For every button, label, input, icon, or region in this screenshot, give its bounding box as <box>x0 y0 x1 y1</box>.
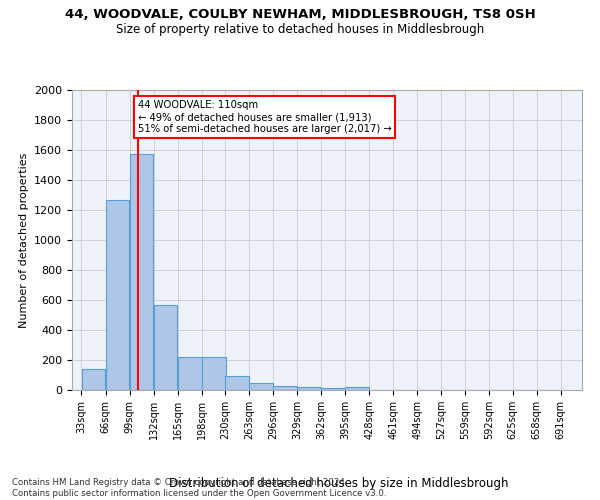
Bar <box>322 388 345 390</box>
Bar <box>298 387 321 390</box>
Bar <box>106 200 130 390</box>
Bar <box>154 305 178 390</box>
Bar <box>249 382 273 390</box>
Bar <box>202 357 226 390</box>
Text: 44 WOODVALE: 110sqm
← 49% of detached houses are smaller (1,913)
51% of semi-det: 44 WOODVALE: 110sqm ← 49% of detached ho… <box>137 100 391 134</box>
Text: Contains HM Land Registry data © Crown copyright and database right 2024.
Contai: Contains HM Land Registry data © Crown c… <box>12 478 386 498</box>
Text: Distribution of detached houses by size in Middlesbrough: Distribution of detached houses by size … <box>169 477 509 490</box>
Text: 44, WOODVALE, COULBY NEWHAM, MIDDLESBROUGH, TS8 0SH: 44, WOODVALE, COULBY NEWHAM, MIDDLESBROU… <box>65 8 535 20</box>
Y-axis label: Number of detached properties: Number of detached properties <box>19 152 29 328</box>
Bar <box>130 154 154 390</box>
Bar <box>273 386 297 390</box>
Text: Size of property relative to detached houses in Middlesbrough: Size of property relative to detached ho… <box>116 22 484 36</box>
Bar <box>178 357 202 390</box>
Bar <box>346 387 369 390</box>
Bar <box>225 376 249 390</box>
Bar <box>82 369 106 390</box>
